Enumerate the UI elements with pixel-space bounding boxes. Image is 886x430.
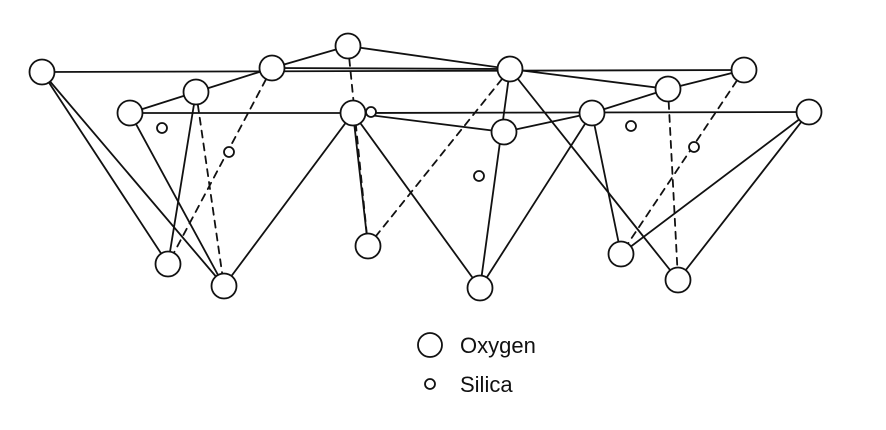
bond-dashed bbox=[620, 69, 745, 255]
bond-solid bbox=[479, 112, 593, 289]
oxygen-atom bbox=[607, 240, 635, 268]
silica-atom bbox=[365, 106, 377, 118]
bond-solid bbox=[41, 71, 225, 287]
oxygen-atom bbox=[182, 78, 210, 106]
bond-dashed bbox=[195, 91, 225, 287]
bond-solid bbox=[479, 68, 511, 289]
silica-atom bbox=[473, 170, 485, 182]
legend-silica-symbol bbox=[424, 378, 436, 390]
oxygen-atom bbox=[496, 55, 524, 83]
bond-solid bbox=[271, 67, 511, 70]
oxygen-atom bbox=[210, 272, 238, 300]
legend-oxygen-symbol bbox=[417, 332, 443, 358]
bond-dashed bbox=[367, 68, 511, 247]
bond-solid bbox=[41, 71, 169, 265]
legend-silica-label: Silica bbox=[460, 372, 513, 397]
bond-solid bbox=[223, 112, 354, 287]
silica-atom bbox=[223, 146, 235, 158]
bond-solid bbox=[129, 112, 225, 287]
bond-dashed bbox=[347, 45, 369, 247]
bond-solid bbox=[509, 68, 679, 281]
silica-atom bbox=[625, 120, 637, 132]
oxygen-atom bbox=[116, 99, 144, 127]
oxygen-atom bbox=[28, 58, 56, 86]
bond-dashed bbox=[167, 67, 273, 265]
oxygen-atom bbox=[339, 99, 367, 127]
silica-atom bbox=[688, 141, 700, 153]
oxygen-atom bbox=[258, 54, 286, 82]
oxygen-atom bbox=[490, 118, 518, 146]
legend-oxygen-label: Oxygen bbox=[460, 333, 536, 358]
bond-solid bbox=[677, 111, 810, 281]
bond-solid bbox=[503, 112, 593, 133]
oxygen-atom bbox=[154, 250, 182, 278]
solid-bonds bbox=[41, 45, 810, 289]
oxygen-atom bbox=[334, 32, 362, 60]
bond-solid bbox=[620, 111, 810, 255]
bond-solid bbox=[167, 91, 197, 265]
dashed-bonds bbox=[167, 45, 745, 287]
bond-solid bbox=[509, 68, 669, 90]
bond-solid bbox=[347, 45, 511, 70]
oxygen-atom bbox=[354, 232, 382, 260]
legend: Oxygen Silica bbox=[417, 332, 536, 397]
bond-solid bbox=[591, 112, 622, 255]
bond-solid bbox=[41, 69, 745, 73]
oxygen-atom bbox=[654, 75, 682, 103]
bond-dashed bbox=[667, 88, 679, 281]
silica-atom bbox=[156, 122, 168, 134]
bond-solid bbox=[352, 112, 481, 289]
oxygen-atom bbox=[578, 99, 606, 127]
atoms bbox=[28, 32, 823, 302]
oxygen-atom bbox=[664, 266, 692, 294]
oxygen-atom bbox=[466, 274, 494, 302]
oxygen-atom bbox=[730, 56, 758, 84]
bond-solid bbox=[352, 112, 505, 133]
oxygen-atom bbox=[795, 98, 823, 126]
